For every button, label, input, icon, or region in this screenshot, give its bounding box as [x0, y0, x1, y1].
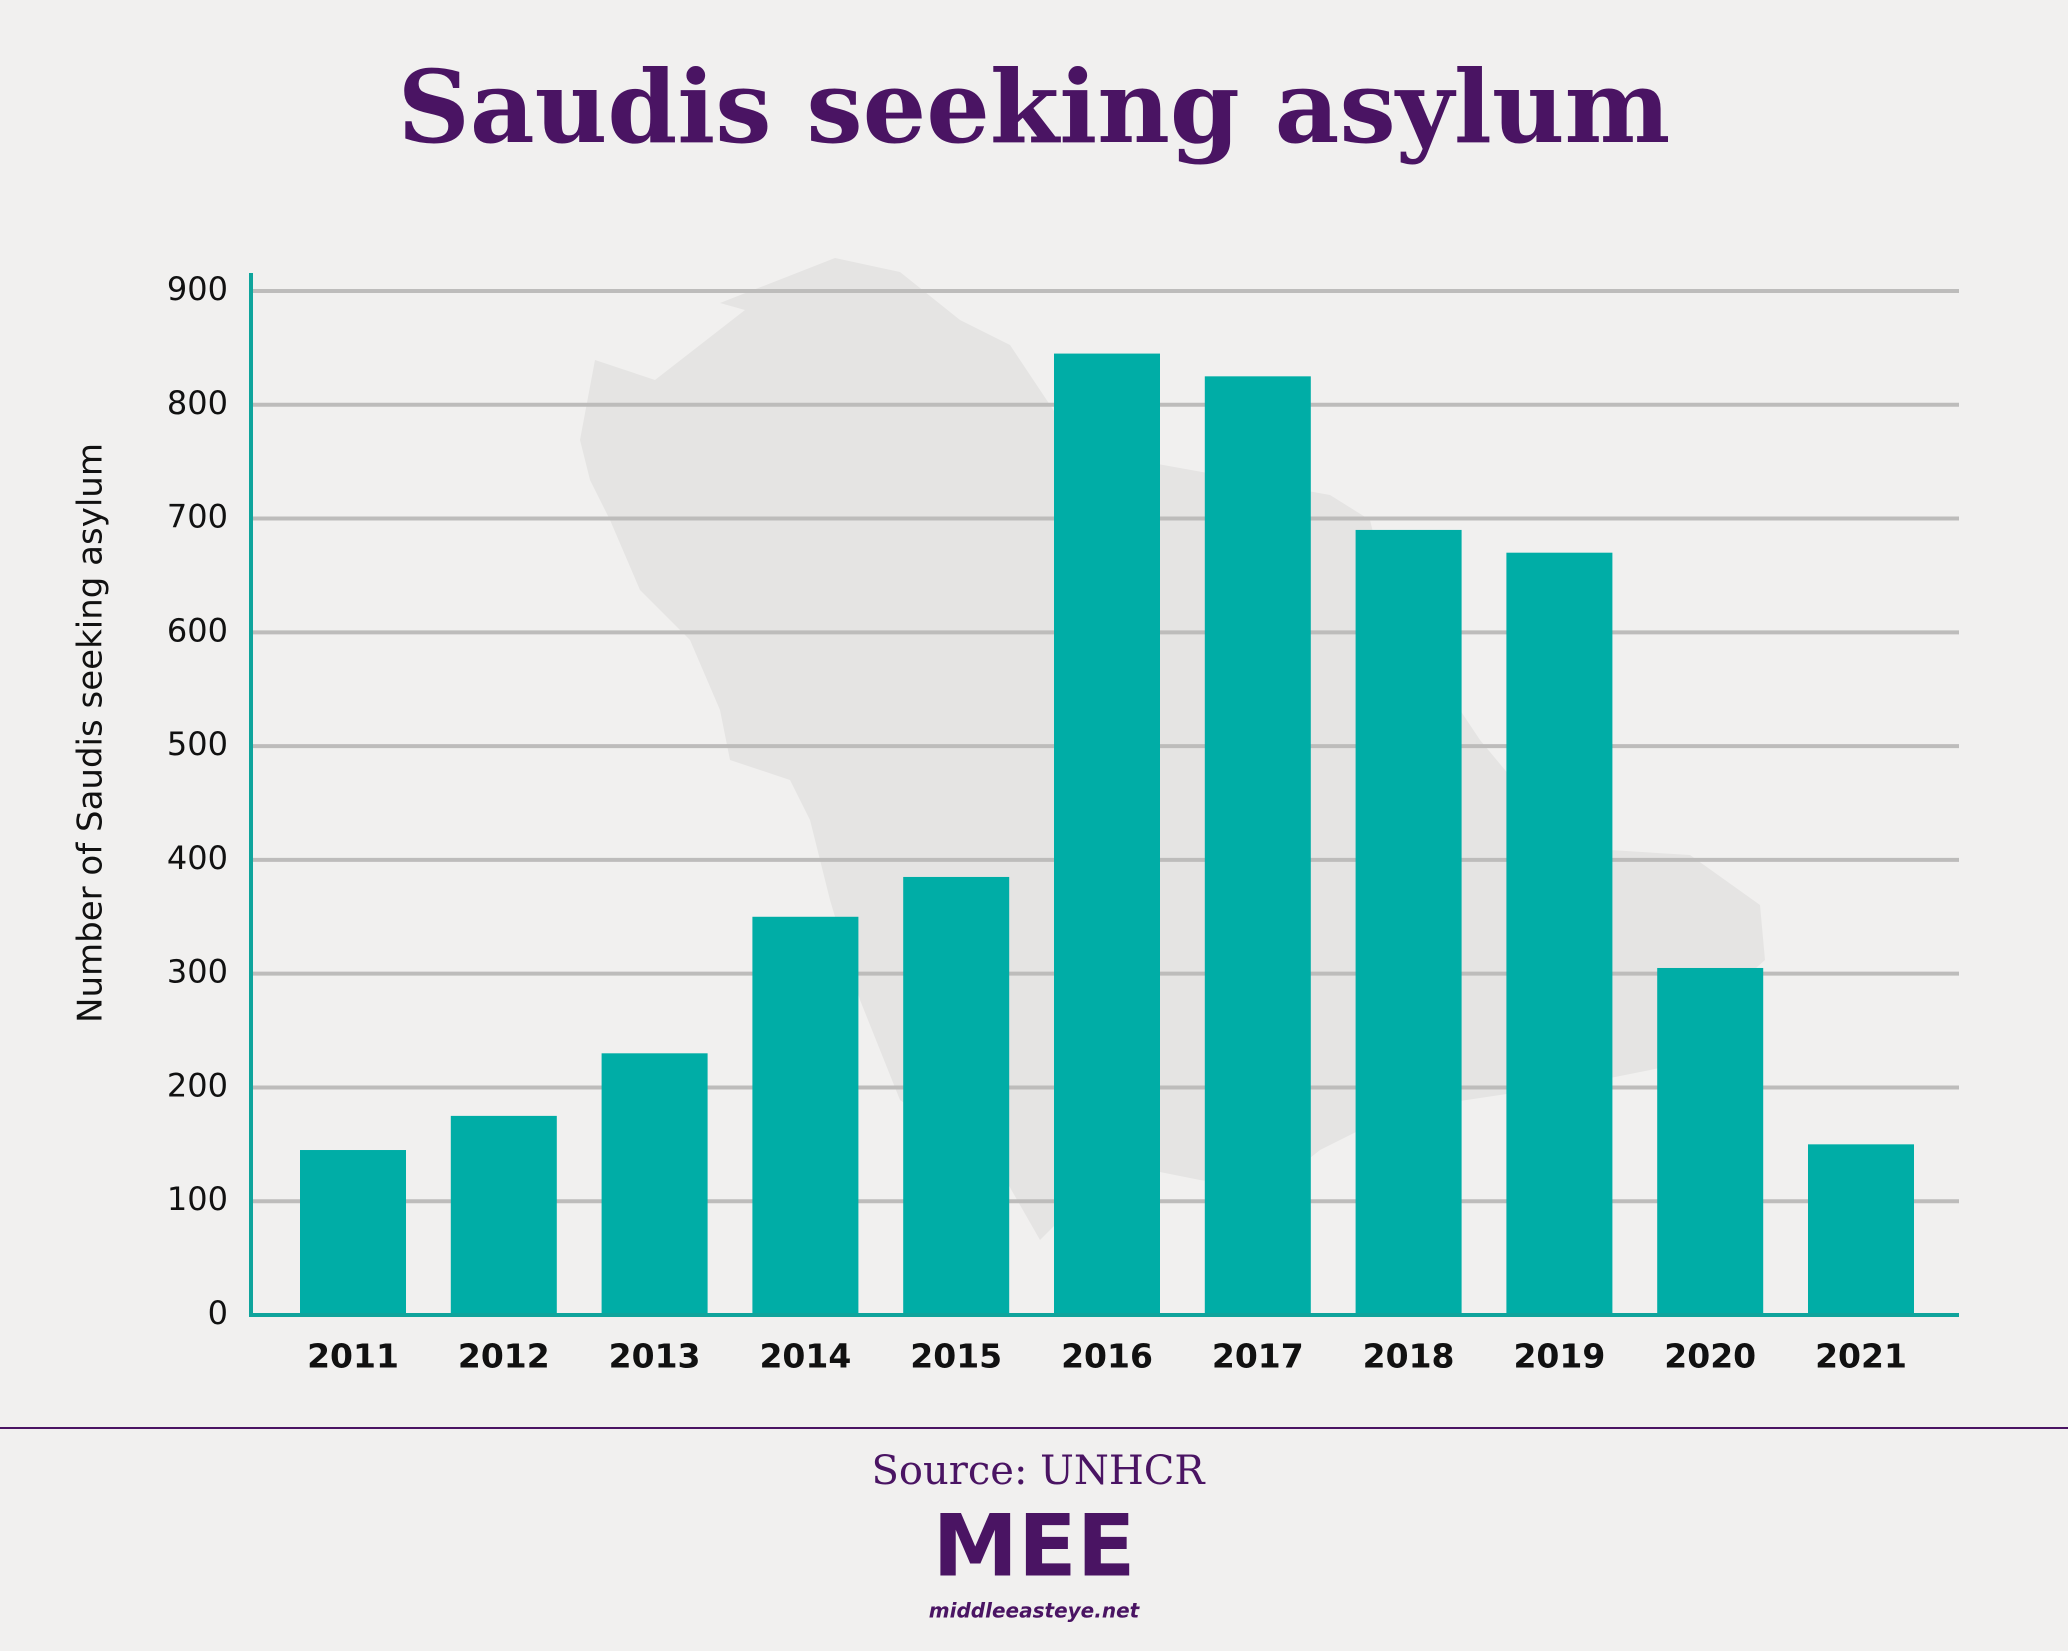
map-silhouette [580, 258, 1765, 1240]
bar [1657, 967, 1764, 1315]
bar [1054, 353, 1160, 1316]
plot-area: 0 100 200 300 400 500 600 700 800 900 2011 2012 2013… [167, 270, 1959, 1376]
y-tick-label: 500 [167, 725, 228, 763]
x-tick-label: 2013 [609, 1337, 701, 1376]
y-axis-label: Number of Saudis seeking asylum [71, 443, 111, 1023]
x-tick-label: 2015 [910, 1337, 1002, 1376]
y-tick-label: 700 [167, 498, 228, 536]
x-tick-label: 2016 [1061, 1337, 1153, 1376]
y-tick-label: 900 [167, 270, 228, 308]
y-tick-label: 200 [167, 1066, 228, 1104]
bar [300, 1150, 406, 1315]
x-tick-label: 2012 [458, 1337, 550, 1376]
x-tick-label: 2017 [1212, 1337, 1304, 1376]
x-tick-label: 2021 [1815, 1337, 1907, 1376]
x-tick-label: 2011 [307, 1337, 399, 1376]
website: middleeasteye.net [929, 1599, 1141, 1623]
y-tick-label: 600 [167, 611, 228, 649]
bar [1506, 552, 1613, 1315]
chart-title: Saudis seeking asylum [398, 48, 1671, 166]
source: Source: UNHCR [872, 1448, 1207, 1494]
x-tick-label: 2018 [1363, 1337, 1455, 1376]
bar [1355, 529, 1462, 1315]
bar [1204, 376, 1311, 1315]
x-tick-label: 2014 [759, 1337, 851, 1376]
bar [601, 1053, 708, 1315]
y-tick-label: 0 [208, 1294, 228, 1332]
bar [1808, 1144, 1914, 1315]
y-tick-label: 300 [167, 953, 228, 991]
y-tick-label: 800 [167, 384, 228, 422]
bar [903, 876, 1010, 1315]
x-tick-label: 2020 [1664, 1337, 1756, 1376]
logo: MEE [932, 1496, 1135, 1596]
bar [752, 916, 859, 1315]
bar [450, 1115, 557, 1315]
y-tick-label: 400 [167, 839, 228, 877]
x-tick-label: 2019 [1513, 1337, 1605, 1376]
y-tick-label: 100 [167, 1180, 228, 1218]
